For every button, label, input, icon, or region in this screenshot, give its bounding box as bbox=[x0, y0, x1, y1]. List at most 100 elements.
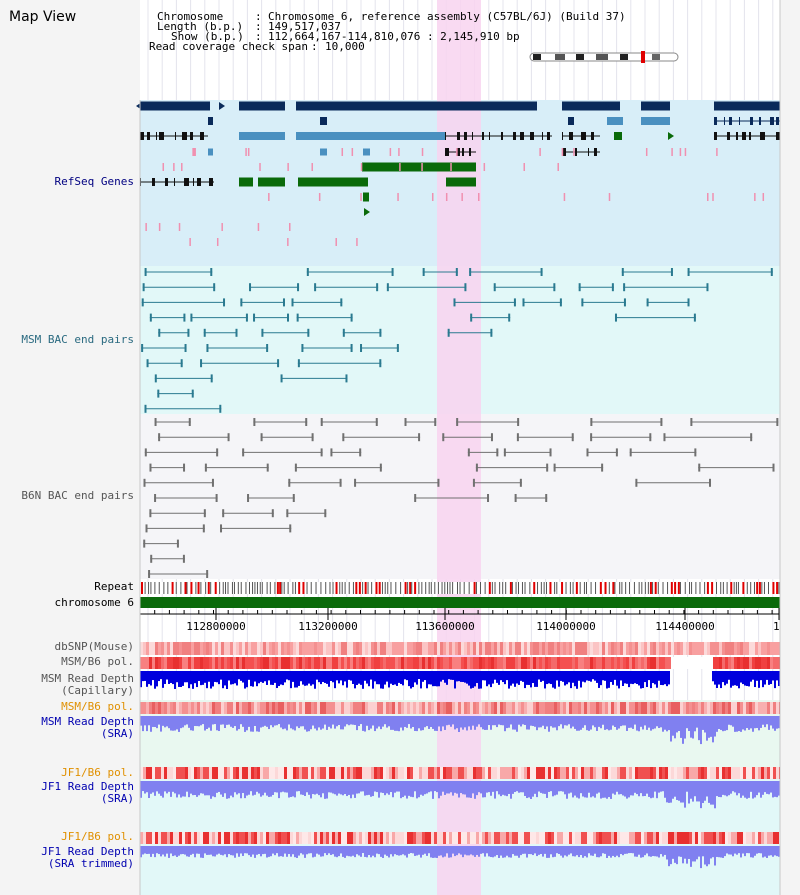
repeat-element bbox=[434, 582, 436, 594]
depth-bar bbox=[622, 781, 624, 796]
depth-bar bbox=[344, 846, 346, 858]
msm-depth-cap-label-1[interactable]: MSM Read Depth bbox=[41, 672, 134, 685]
heat-cell bbox=[656, 642, 660, 655]
depth-bar bbox=[602, 671, 604, 681]
repeat-element bbox=[509, 582, 512, 594]
depth-bar bbox=[294, 671, 296, 688]
depth-bar bbox=[644, 781, 646, 797]
msm-bac-end-pairs-track[interactable] bbox=[141, 268, 773, 413]
b6n-bac-label[interactable]: B6N BAC end pairs bbox=[21, 489, 134, 502]
heat-cell bbox=[173, 702, 177, 714]
chromosome-ideogram[interactable] bbox=[529, 51, 679, 63]
depth-bar bbox=[234, 846, 236, 858]
depth-bar bbox=[654, 716, 656, 729]
jf1-pol2-label[interactable]: JF1/B6 pol. bbox=[61, 830, 134, 843]
coordinate-axis: 112800000 113200000 113600000 114000000 1144… bbox=[139, 608, 800, 633]
depth-bar bbox=[518, 846, 520, 858]
jf1-pol-track-2[interactable] bbox=[140, 832, 783, 844]
depth-bar bbox=[542, 781, 544, 794]
depth-bar bbox=[520, 671, 522, 681]
msm-depth-capillary-track[interactable] bbox=[140, 671, 780, 689]
depth-bar bbox=[474, 846, 476, 857]
heat-cell bbox=[773, 642, 777, 655]
msm-pol-label[interactable]: MSM/B6 pol. bbox=[61, 655, 134, 668]
bac-end bbox=[249, 283, 252, 292]
heat-cell bbox=[623, 657, 627, 669]
depth-bar bbox=[214, 781, 216, 798]
depth-bar bbox=[472, 781, 474, 794]
msm-bac-label[interactable]: MSM BAC end pairs bbox=[21, 333, 134, 346]
heat-cell bbox=[185, 657, 189, 669]
msm-pol-track[interactable] bbox=[140, 657, 783, 669]
depth-bar bbox=[198, 716, 200, 727]
jf1-depth-sra-track[interactable] bbox=[140, 781, 780, 809]
depth-bar bbox=[230, 846, 232, 856]
jf1-depth-sra-label-1[interactable]: JF1 Read Depth bbox=[41, 780, 134, 793]
gene-marker bbox=[716, 148, 718, 156]
depth-bar bbox=[400, 716, 402, 728]
jf1-pol-label[interactable]: JF1/B6 pol. bbox=[61, 766, 134, 779]
depth-bar bbox=[242, 716, 244, 727]
heat-cell bbox=[704, 702, 708, 714]
depth-bar bbox=[396, 846, 398, 856]
depth-bar bbox=[226, 671, 228, 689]
gene-marker bbox=[360, 163, 363, 171]
gene-block bbox=[239, 132, 285, 140]
heat-cell bbox=[350, 657, 354, 669]
heat-cell bbox=[248, 702, 252, 714]
bac-end bbox=[144, 404, 147, 413]
depth-bar bbox=[208, 846, 210, 855]
depth-bar bbox=[664, 781, 666, 798]
depth-bar bbox=[744, 671, 746, 686]
depth-bar bbox=[644, 846, 646, 856]
msm-depth-sra-label-1[interactable]: MSM Read Depth bbox=[41, 715, 134, 728]
bac-end bbox=[635, 478, 638, 487]
heat-cell bbox=[344, 702, 348, 714]
depth-bar bbox=[508, 671, 510, 689]
bac-end bbox=[590, 433, 593, 442]
msm-depth-sra-track[interactable] bbox=[140, 716, 780, 745]
depth-bar bbox=[504, 781, 506, 796]
msm-pol2-label[interactable]: MSM/B6 pol. bbox=[61, 700, 134, 713]
depth-bar bbox=[284, 671, 286, 683]
heat-cell bbox=[224, 832, 228, 844]
heat-cell bbox=[197, 642, 201, 655]
depth-bar bbox=[456, 846, 458, 856]
depth-bar bbox=[298, 716, 300, 729]
repeat-track[interactable] bbox=[140, 582, 780, 594]
depth-bar bbox=[702, 716, 704, 730]
b6n-bac-end-pairs-track[interactable] bbox=[143, 418, 779, 578]
heat-cell bbox=[545, 642, 549, 655]
heat-cell bbox=[503, 767, 507, 779]
heat-cell bbox=[533, 657, 537, 669]
msm-pol-track-2[interactable] bbox=[140, 702, 783, 714]
depth-bar bbox=[448, 716, 450, 725]
bac-end bbox=[559, 298, 562, 307]
jf1-depth-trim-label-1[interactable]: JF1 Read Depth bbox=[41, 845, 134, 858]
chromosome-bar[interactable] bbox=[140, 597, 780, 608]
jf1-pol-track[interactable] bbox=[140, 767, 783, 779]
refseq-genes-track[interactable] bbox=[136, 101, 780, 247]
heat-cell bbox=[566, 702, 570, 714]
heat-cell bbox=[536, 832, 540, 844]
depth-bar bbox=[634, 846, 636, 857]
dbsnp-label[interactable]: dbSNP(Mouse) bbox=[54, 640, 134, 653]
depth-bar bbox=[470, 846, 472, 855]
heat-cell bbox=[236, 832, 240, 844]
heat-cell bbox=[215, 767, 219, 779]
refseq-genes-label[interactable]: RefSeq Genes bbox=[54, 175, 134, 188]
depth-bar bbox=[708, 716, 710, 738]
dbsnp-track[interactable] bbox=[140, 642, 783, 655]
jf1-depth-trimmed-track[interactable] bbox=[140, 846, 780, 869]
depth-bar bbox=[604, 716, 606, 730]
heat-cell bbox=[629, 767, 633, 779]
depth-bar bbox=[316, 671, 318, 680]
repeat-element bbox=[554, 582, 556, 594]
heat-cell bbox=[359, 642, 363, 655]
depth-bar bbox=[644, 671, 646, 683]
depth-bar bbox=[770, 671, 772, 685]
heat-cell bbox=[482, 767, 486, 779]
bac-end bbox=[210, 268, 213, 276]
heat-cell bbox=[659, 642, 663, 655]
